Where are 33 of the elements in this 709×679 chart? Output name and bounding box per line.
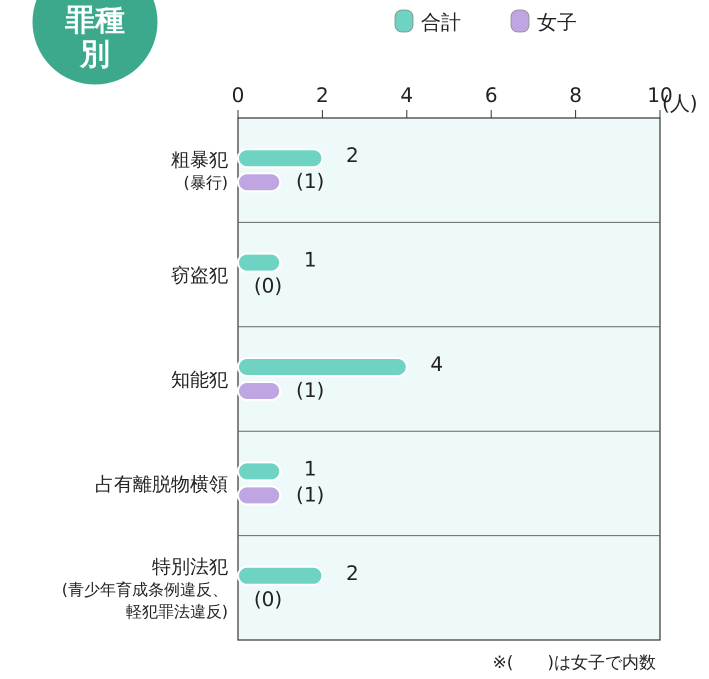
x-tick-label: 8 bbox=[569, 83, 582, 107]
data-label: 1 bbox=[304, 456, 317, 480]
data-label: (0) bbox=[254, 586, 282, 611]
bar bbox=[237, 252, 282, 273]
x-tick-label: 2 bbox=[316, 83, 329, 107]
data-label: 2 bbox=[346, 560, 359, 585]
data-label: (1) bbox=[296, 482, 324, 506]
data-label: 2 bbox=[346, 143, 359, 168]
y-tick-label: 知能犯 bbox=[171, 369, 228, 391]
bar bbox=[237, 566, 324, 586]
x-tick-label: 0 bbox=[232, 83, 244, 107]
x-tick-label: 4 bbox=[400, 83, 414, 107]
title-badge: 罪種別 bbox=[30, 0, 160, 88]
data-label: (0) bbox=[254, 274, 282, 298]
data-label: (1) bbox=[296, 378, 324, 402]
bar bbox=[237, 172, 282, 192]
chart-title: 罪種別 bbox=[65, 3, 125, 72]
data-label: (1) bbox=[296, 169, 324, 194]
bar bbox=[237, 148, 324, 168]
bar bbox=[237, 357, 408, 377]
data-label: 1 bbox=[304, 248, 317, 272]
x-tick-label: 6 bbox=[484, 83, 498, 107]
legend-label: 女子 bbox=[537, 10, 577, 34]
y-tick-label: 窃盗犯 bbox=[171, 264, 228, 287]
bar bbox=[237, 485, 282, 506]
bar bbox=[237, 381, 282, 401]
text: ※( )は女子で内数 bbox=[492, 653, 656, 673]
y-tick-label: 占有離脱物横領 bbox=[95, 473, 228, 496]
y-tick-label: 粗暴犯(暴行) bbox=[171, 149, 228, 192]
bar bbox=[237, 461, 282, 482]
legend-label: 合計 bbox=[421, 10, 461, 34]
y-tick-label: 特別法犯(青少年育成条例違反、軽犯罪法違反) bbox=[62, 556, 228, 621]
data-label: 4 bbox=[430, 352, 444, 376]
